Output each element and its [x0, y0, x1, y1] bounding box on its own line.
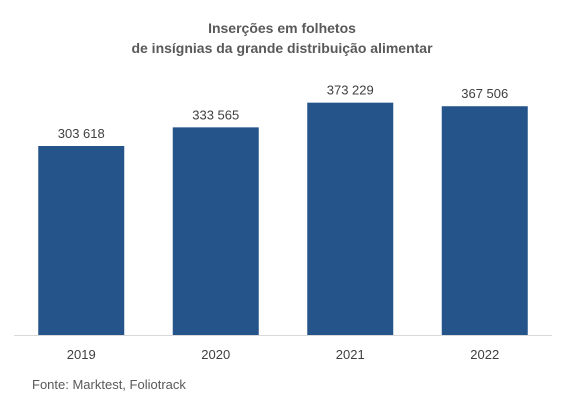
data-label-2019: 303 618 [58, 126, 105, 141]
bar-2019 [38, 145, 125, 335]
chart-title: Inserções em folhetos de insígnias da gr… [0, 18, 564, 58]
bars-group [38, 102, 528, 336]
data-label-2021: 373 229 [327, 83, 374, 98]
data-label-2020: 333 565 [192, 107, 239, 122]
bar-2021 [307, 102, 394, 335]
bar-2022 [441, 106, 528, 336]
chart-title-line-1: Inserções em folhetos [208, 20, 356, 36]
x-tick-label-2021: 2021 [336, 347, 365, 362]
data-labels-group: 303 618 333 565 373 229 367 506 [58, 83, 509, 141]
chart-title-line-2: de insígnias da grande distribuição alim… [131, 40, 433, 56]
bar-2020 [172, 127, 259, 335]
source-note: Fonte: Marktest, Foliotrack [32, 377, 186, 392]
data-label-2022: 367 506 [461, 86, 508, 101]
x-tick-label-2022: 2022 [470, 347, 499, 362]
x-tick-labels-group: 2019 2020 2021 2022 [67, 347, 499, 362]
x-tick-label-2020: 2020 [201, 347, 230, 362]
x-tick-label-2019: 2019 [67, 347, 96, 362]
